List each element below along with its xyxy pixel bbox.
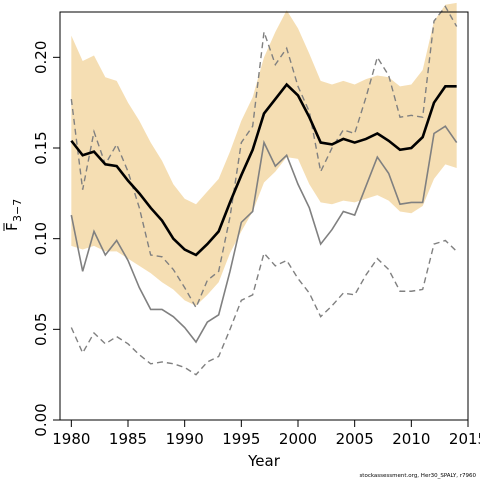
y-axis-title-subscript: 3−7 bbox=[11, 199, 24, 222]
confidence-band bbox=[71, 2, 457, 306]
y-axis: 0.00 0.05 0.10 0.15 0.20 bbox=[32, 41, 60, 437]
y-tick-label: 0.15 bbox=[32, 131, 50, 164]
dashed-upper-line bbox=[70, 5, 458, 310]
x-tick-label: 2010 bbox=[392, 430, 430, 448]
x-axis-title: Year bbox=[247, 452, 281, 470]
x-tick-label: 1980 bbox=[52, 430, 90, 448]
x-tick-label: 1995 bbox=[222, 430, 260, 448]
estimate-line bbox=[70, 82, 457, 257]
x-axis: 1980 1985 1990 1995 2000 2005 2010 2015 bbox=[52, 420, 480, 448]
y-tick-label: 0.10 bbox=[32, 222, 50, 255]
plot-area bbox=[70, 2, 458, 376]
x-tick-label: 2015 bbox=[449, 430, 480, 448]
y-axis-title: F 3−7 bbox=[3, 199, 24, 231]
dashed-lower-line bbox=[70, 239, 458, 376]
x-tick-label: 2000 bbox=[279, 430, 317, 448]
y-tick-label: 0.05 bbox=[32, 313, 50, 346]
x-tick-label: 2005 bbox=[336, 430, 374, 448]
y-tick-label: 0.00 bbox=[32, 403, 50, 436]
credit-text: stockassessment.org, Her30_SPALY, r7960 bbox=[359, 473, 476, 479]
y-axis-title-main: F bbox=[3, 222, 21, 231]
x-tick-label: 1985 bbox=[109, 430, 147, 448]
y-tick-label: 0.20 bbox=[32, 41, 50, 74]
x-tick-label: 1990 bbox=[166, 430, 204, 448]
grey-series-line bbox=[70, 125, 458, 344]
plot-frame bbox=[59, 11, 469, 421]
